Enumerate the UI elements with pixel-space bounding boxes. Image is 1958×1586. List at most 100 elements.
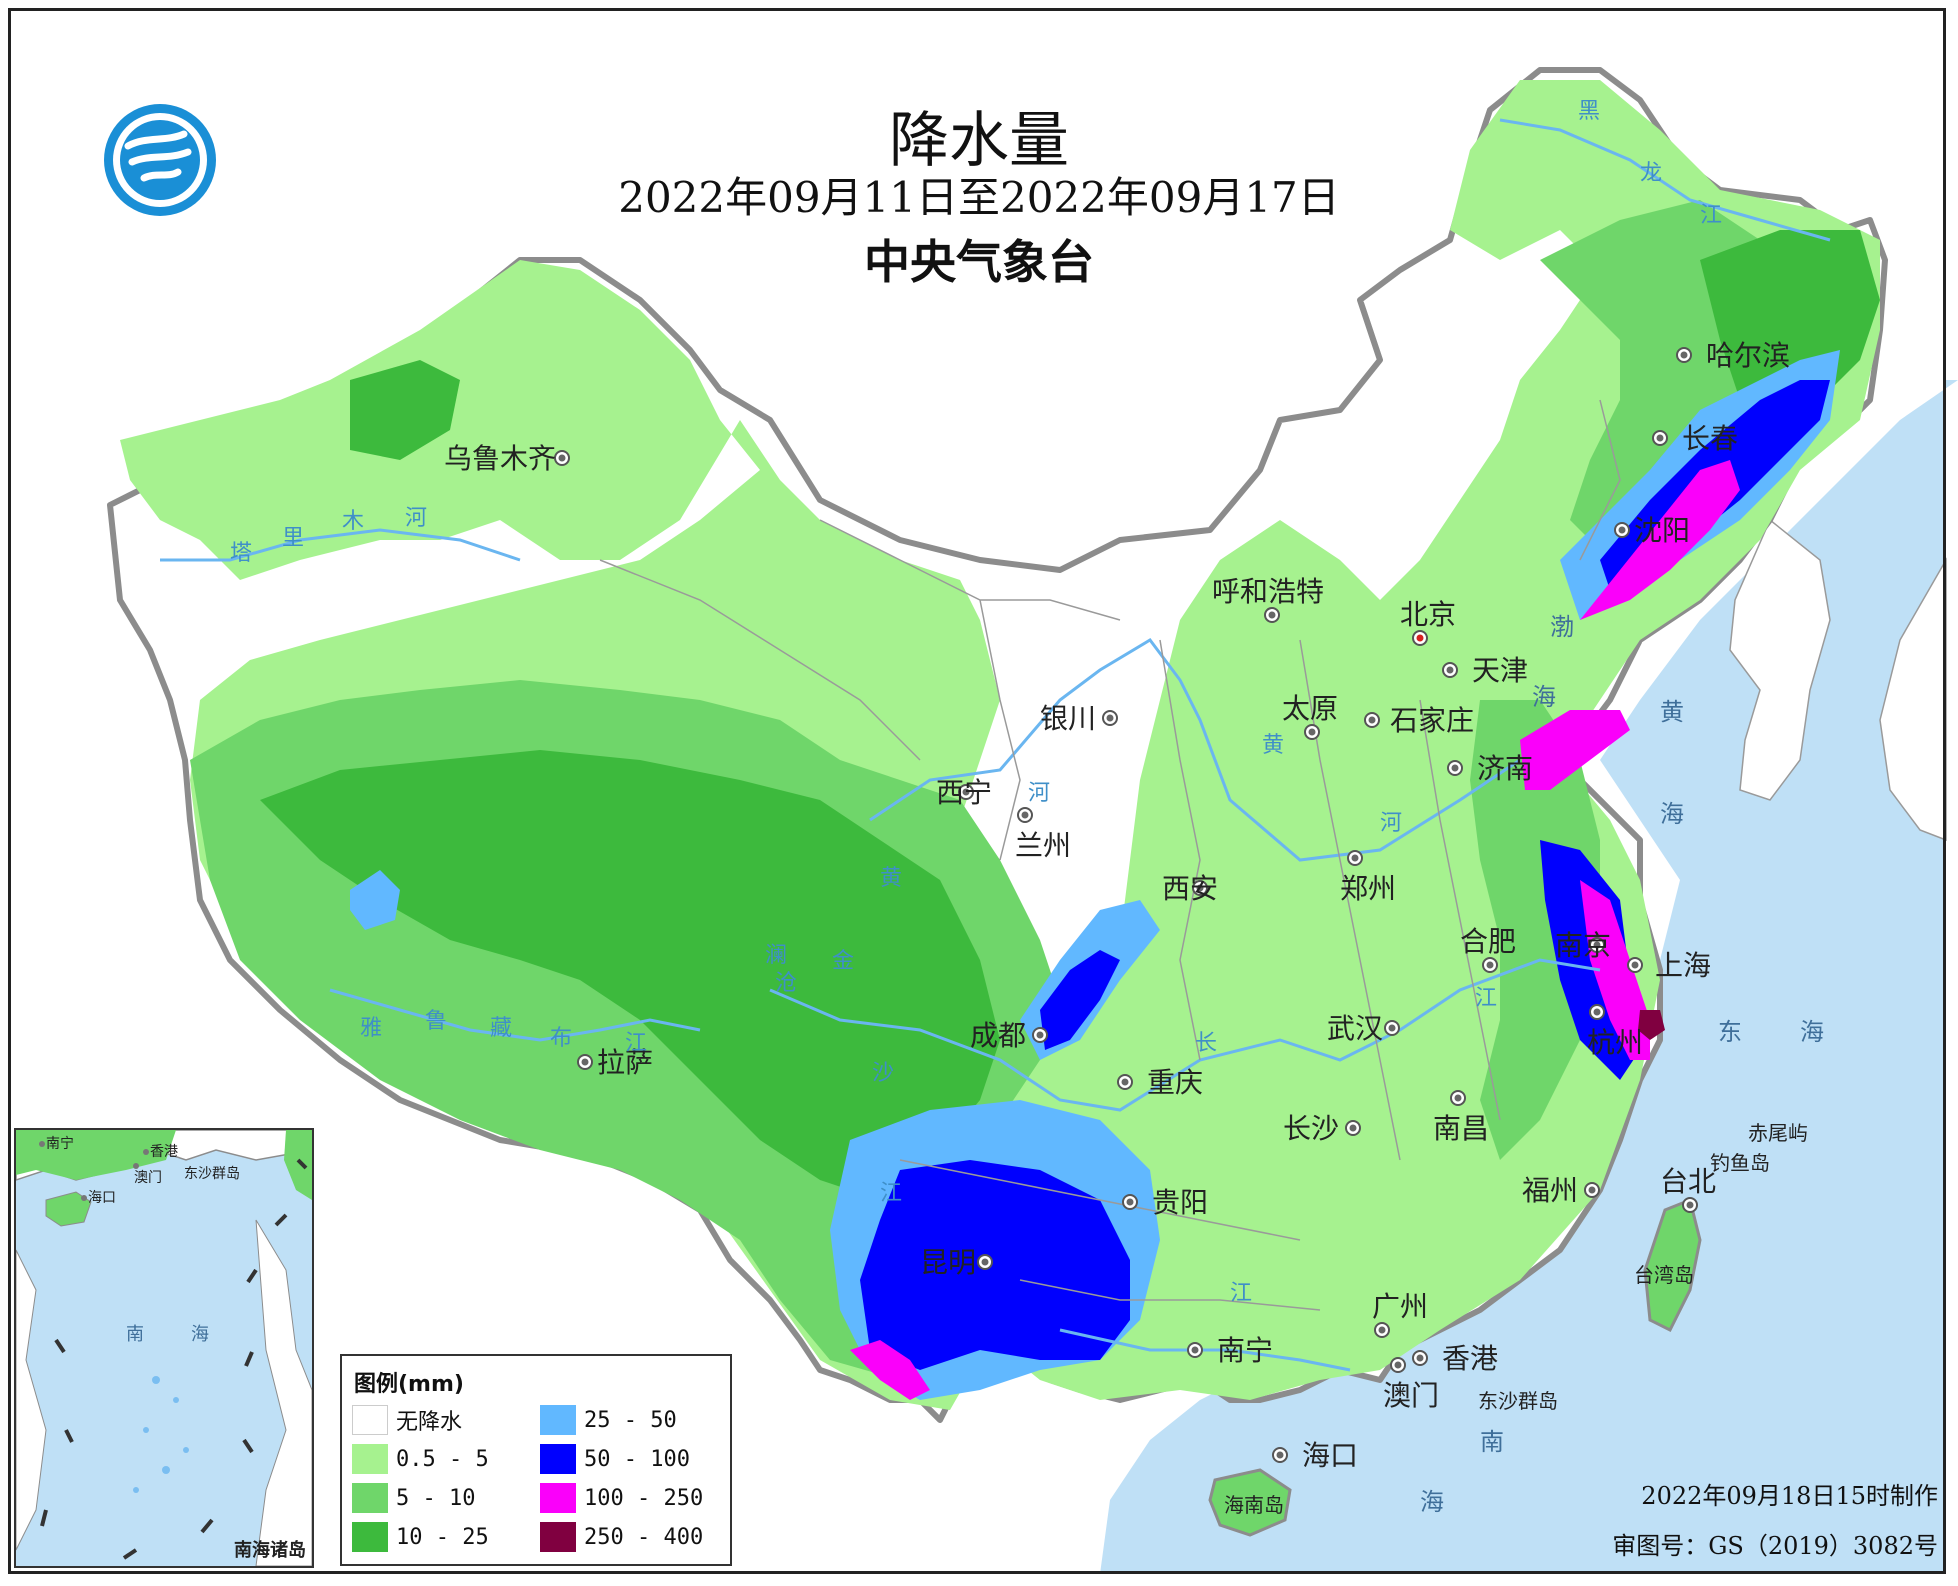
city-dot-center	[1308, 728, 1316, 736]
inset-label-nan: 南	[126, 1324, 144, 1345]
city-label: 呼和浩特	[1212, 575, 1324, 608]
city-dot-center	[1680, 351, 1688, 359]
city-dot-center	[581, 1058, 589, 1066]
city-dot-center	[1349, 1124, 1357, 1132]
city-label: 济南	[1477, 752, 1533, 785]
city-label: 郑州	[1340, 872, 1396, 905]
city-marker: 太原	[1282, 692, 1338, 740]
chiweiyu-label: 赤尾屿	[1748, 1121, 1808, 1145]
city-marker: 合肥	[1460, 925, 1516, 973]
city-marker: 台北	[1660, 1165, 1716, 1213]
river-label: 长	[1195, 1031, 1217, 1056]
nanhai-label-2: 海	[1420, 1488, 1444, 1516]
precip-zone-magenta-ne	[1580, 460, 1740, 620]
city-marker: 昆明	[920, 1246, 993, 1279]
footer-review-number: 审图号：GS（2019）3082号	[1612, 1532, 1938, 1560]
taiwan-island-label: 台湾岛	[1634, 1263, 1694, 1287]
city-dot-center	[1416, 1354, 1424, 1362]
city-marker: 长春	[1652, 422, 1738, 455]
city-label: 沈阳	[1634, 514, 1690, 547]
province-boundaries	[599, 399, 1621, 1311]
city-label: 香港	[1442, 1342, 1498, 1375]
precip-zone-magenta-shandong	[1520, 710, 1630, 790]
river-labels: 塔里木 河雅鲁藏布江黄河黄河长江澜沧金沙黑龙江江江	[230, 99, 1722, 1306]
river-label: 江	[1700, 203, 1722, 228]
city-marker: 西安	[1162, 872, 1218, 905]
legend-swatch	[352, 1405, 388, 1435]
inset-label-haikou: 海口	[88, 1190, 116, 1206]
city-marker: 兰州	[1015, 807, 1071, 862]
hainan-island-shape	[1208, 1468, 1292, 1537]
city-marker: 武汉	[1327, 1012, 1400, 1045]
city-dot-center	[1446, 666, 1454, 674]
river-label: 里	[282, 526, 304, 551]
precip-zone-medium-east	[1470, 700, 1600, 1160]
precip-zone-navy-sichuan	[1040, 950, 1120, 1050]
city-dot-center	[1454, 1094, 1462, 1102]
precip-zone-maroon	[1638, 1010, 1665, 1040]
city-label: 银川	[1040, 702, 1096, 735]
legend-item: 0.5 - 5	[352, 1443, 489, 1475]
city-label: 长春	[1682, 422, 1738, 455]
map-frame	[8, 8, 1946, 1574]
city-marker: 北京	[1400, 598, 1456, 646]
legend-swatch	[352, 1483, 388, 1513]
legend-label: 25 - 50	[584, 1407, 677, 1433]
city-marker: 上海	[1627, 949, 1711, 982]
city-marker: 南京	[1555, 929, 1611, 962]
city-label: 福州	[1522, 1174, 1578, 1207]
legend-label: 10 - 25	[396, 1524, 489, 1550]
river-label: 沙	[872, 1061, 894, 1086]
river-label: 龙	[1640, 161, 1662, 186]
precip-zone-dark-xj	[350, 360, 460, 460]
japan-island	[1879, 557, 1947, 842]
city-marker: 天津	[1442, 654, 1528, 687]
precip-zone-navy	[860, 1160, 1130, 1370]
city-label: 上海	[1655, 949, 1711, 982]
bohai-label-2: 海	[1532, 683, 1556, 711]
precip-zone-blue-xizang	[350, 870, 400, 930]
city-marker: 呼和浩特	[1212, 575, 1324, 623]
city-dot-center	[1378, 1326, 1386, 1334]
river-label: 黑	[1578, 99, 1600, 124]
city-dot-center	[1631, 961, 1639, 969]
yarlung-river	[329, 988, 701, 1042]
legend-swatch	[540, 1405, 576, 1435]
precip-zone-dark	[260, 750, 1000, 1200]
legend-item: 25 - 50	[540, 1404, 677, 1436]
cma-logo-icon	[104, 104, 216, 216]
legend-label: 0.5 - 5	[396, 1446, 489, 1472]
map-date-range: 2022年09月11日至2022年09月17日	[618, 173, 1340, 222]
inset-label-macau: 澳门	[134, 1170, 162, 1186]
bohai-label: 渤	[1550, 613, 1574, 641]
river-label: 澜	[765, 943, 787, 968]
city-marker: 沈阳	[1614, 514, 1690, 547]
city-dot-center	[1588, 1186, 1596, 1194]
legend-item: 50 - 100	[540, 1443, 690, 1475]
river-label: 河	[1380, 811, 1402, 836]
legend-item: 250 - 400	[540, 1521, 703, 1553]
footer-production-time: 2022年09月18日15时制作	[1641, 1482, 1938, 1510]
river-label: 黄	[1262, 733, 1284, 758]
river-label: 木	[342, 509, 364, 534]
city-dot-center	[1036, 1031, 1044, 1039]
river-label: 江	[625, 1031, 647, 1056]
river-label: 河	[405, 506, 427, 531]
city-label: 南昌	[1433, 1112, 1489, 1145]
city-dot-center	[1021, 811, 1029, 819]
legend-swatch	[352, 1444, 388, 1474]
river-label: 沧	[775, 971, 797, 996]
river-label: 江	[1475, 986, 1497, 1011]
city-label: 海口	[1302, 1439, 1358, 1472]
legend-label: 无降水	[396, 1410, 463, 1435]
map-agency: 中央气象台	[864, 235, 1094, 289]
huanghai-label-2: 海	[1660, 800, 1684, 828]
river-label: 江	[880, 1181, 902, 1206]
river-label: 雅	[360, 1016, 382, 1041]
legend-label: 50 - 100	[584, 1446, 690, 1472]
city-dot-center	[1618, 526, 1626, 534]
city-marker: 西宁	[936, 776, 992, 809]
city-label: 南京	[1555, 929, 1611, 962]
city-marker: 石家庄	[1364, 704, 1474, 737]
city-dot-center	[1416, 634, 1424, 642]
